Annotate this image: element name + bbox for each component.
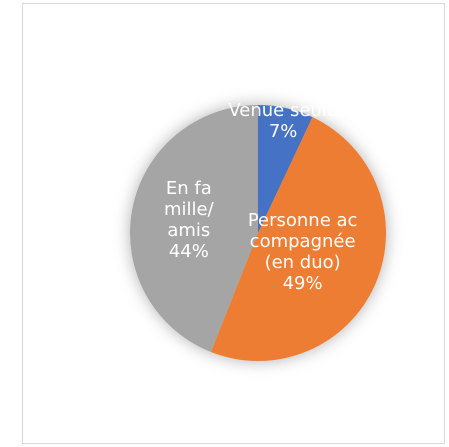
- category-label: Venue seule: [228, 99, 338, 121]
- category-label: Personne accompagnée (en duo): [247, 210, 358, 274]
- slice-label: Personne accompagnée (en duo) 49%: [247, 210, 359, 294]
- value-label: 44%: [168, 240, 209, 262]
- chart-area: [22, 3, 445, 444]
- pie-slice: [210, 117, 387, 362]
- value-label: 7%: [268, 120, 298, 142]
- value-label: 49%: [282, 273, 323, 295]
- slice-label: Venue seule 7%: [208, 100, 358, 142]
- category-label: En famille/amis: [164, 177, 214, 241]
- slice-label: En famille/amis 44%: [160, 178, 218, 262]
- pie-slice: [258, 105, 313, 233]
- pie-slice: [130, 105, 258, 353]
